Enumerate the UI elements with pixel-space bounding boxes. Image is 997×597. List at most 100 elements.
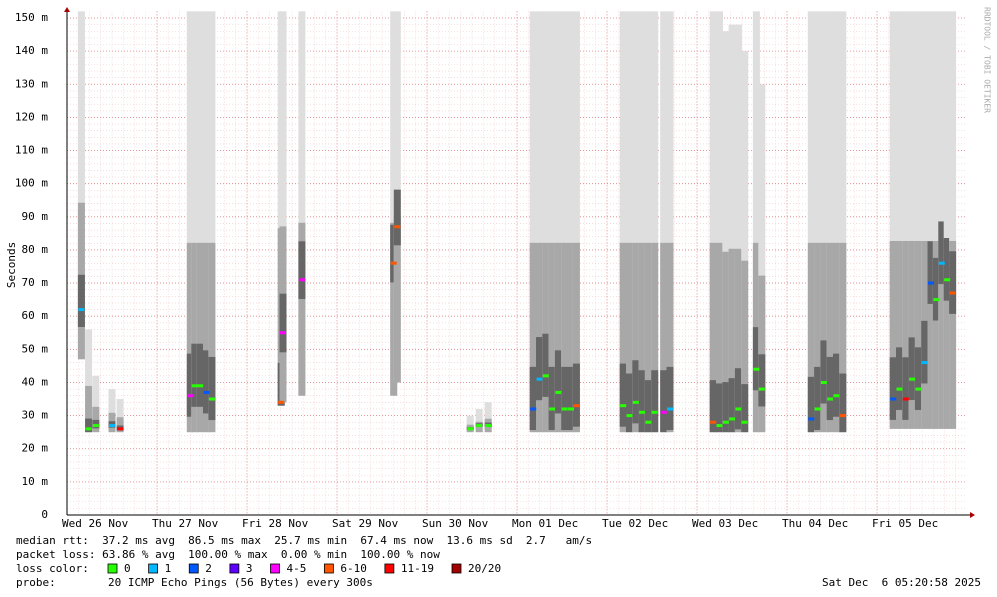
median-marker — [298, 278, 305, 282]
smoke-inner — [203, 350, 210, 414]
smoke-outer — [932, 11, 940, 429]
smoke-outer — [638, 11, 646, 433]
smoke-outer — [466, 415, 474, 433]
smoke-outer — [529, 11, 537, 433]
smoke-inner — [186, 353, 194, 417]
smoke-outer — [548, 11, 556, 433]
smoke-inner — [826, 356, 834, 421]
legend-label: 3 — [246, 562, 253, 575]
smoke-middle — [638, 242, 646, 433]
smoke-outer — [660, 11, 668, 433]
smoke-inner — [758, 354, 766, 407]
median-marker — [208, 397, 215, 401]
smoke-middle — [902, 240, 910, 429]
smoke-middle — [807, 242, 815, 433]
legend-label: 4-5 — [287, 562, 307, 575]
smoke-outer — [752, 11, 760, 433]
smoke-inner — [889, 357, 897, 420]
median-marker — [833, 394, 840, 398]
median-marker — [660, 410, 667, 414]
median-marker — [78, 308, 85, 312]
smoke-inner — [567, 366, 575, 431]
legend-label: 20/20 — [468, 562, 501, 575]
median-marker — [949, 291, 956, 295]
smoke-middle — [896, 240, 903, 429]
median-marker — [928, 281, 934, 285]
smoke-outer — [85, 329, 93, 433]
axes — [64, 7, 975, 518]
smoke-outer — [186, 11, 194, 433]
smoke-inner — [716, 383, 723, 433]
legend-label: 2 — [205, 562, 212, 575]
smoke-inner — [896, 347, 903, 410]
smoke-middle — [203, 242, 210, 433]
smoke-inner — [938, 221, 946, 285]
smoke-outer — [902, 11, 910, 429]
smoke-outer — [914, 11, 922, 429]
legend-swatch — [148, 563, 159, 574]
smoke-middle — [390, 222, 398, 396]
smoke-middle — [191, 242, 199, 433]
smoke-inner — [932, 257, 940, 321]
x-tick-label: Thu 27 Nov — [152, 517, 219, 530]
y-tick-label: 90 m — [22, 210, 49, 223]
median-marker — [896, 387, 903, 391]
smoke-inner — [839, 373, 847, 433]
legend-swatch — [188, 563, 199, 574]
smoke-middle — [572, 242, 580, 433]
smoke-middle — [567, 242, 575, 433]
median-marker — [716, 424, 723, 428]
smoke-outer — [77, 11, 85, 360]
smoke-middle — [889, 240, 897, 429]
y-tick-label: 20 m — [22, 442, 49, 455]
smoke-middle — [949, 240, 957, 429]
smoke-outer — [632, 11, 640, 433]
smoke-inner — [752, 327, 760, 391]
y-tick-label: 50 m — [22, 342, 49, 355]
y-tick-label: 60 m — [22, 309, 49, 322]
median-marker — [632, 400, 639, 404]
smoke-middle — [116, 417, 124, 433]
smoke-outer — [949, 11, 957, 429]
median-marker — [280, 331, 286, 335]
smoke-outer — [921, 11, 929, 429]
smoke-inner — [709, 380, 717, 433]
smoke-outer — [943, 11, 951, 429]
x-tick-label: Fri 05 Dec — [872, 517, 938, 530]
smoke-outer — [716, 11, 723, 433]
smoke-outer — [542, 11, 550, 433]
smoke-inner — [542, 333, 550, 397]
smoke-outer — [758, 84, 766, 433]
smoke-middle — [619, 242, 627, 433]
x-tick-label: Sun 30 Nov — [422, 517, 489, 530]
median-marker — [944, 278, 951, 282]
smoke-inner — [561, 366, 569, 431]
smoke-inner — [734, 368, 742, 430]
smoke-outer — [644, 11, 652, 433]
median-marker — [921, 361, 928, 365]
smoke-inner — [548, 366, 556, 431]
timestamp: Sat Dec 6 05:20:58 2025 — [822, 576, 981, 589]
smoke-inner — [908, 337, 916, 401]
smoke-middle — [529, 242, 537, 433]
smoke-outer — [572, 11, 580, 433]
median-marker — [476, 424, 483, 428]
median-marker — [820, 380, 827, 384]
probe-label: probe: — [16, 576, 56, 589]
smoke-inner — [666, 366, 674, 431]
smoke-inner — [529, 366, 537, 431]
smoke-outer — [807, 11, 815, 433]
smoke-inner — [390, 224, 398, 283]
smoke-middle — [92, 406, 100, 433]
smoke-outer — [833, 11, 840, 433]
smoke-outer — [666, 11, 674, 433]
legend-swatch — [229, 563, 240, 574]
median-marker — [187, 394, 194, 398]
smoke-inner — [393, 189, 401, 246]
smoke-outer — [196, 11, 204, 433]
y-tick-label: 10 m — [22, 475, 49, 488]
smoke-outer — [484, 402, 492, 433]
smoke-outer — [908, 11, 916, 429]
median-marker — [890, 397, 897, 401]
median-marker — [109, 424, 115, 428]
